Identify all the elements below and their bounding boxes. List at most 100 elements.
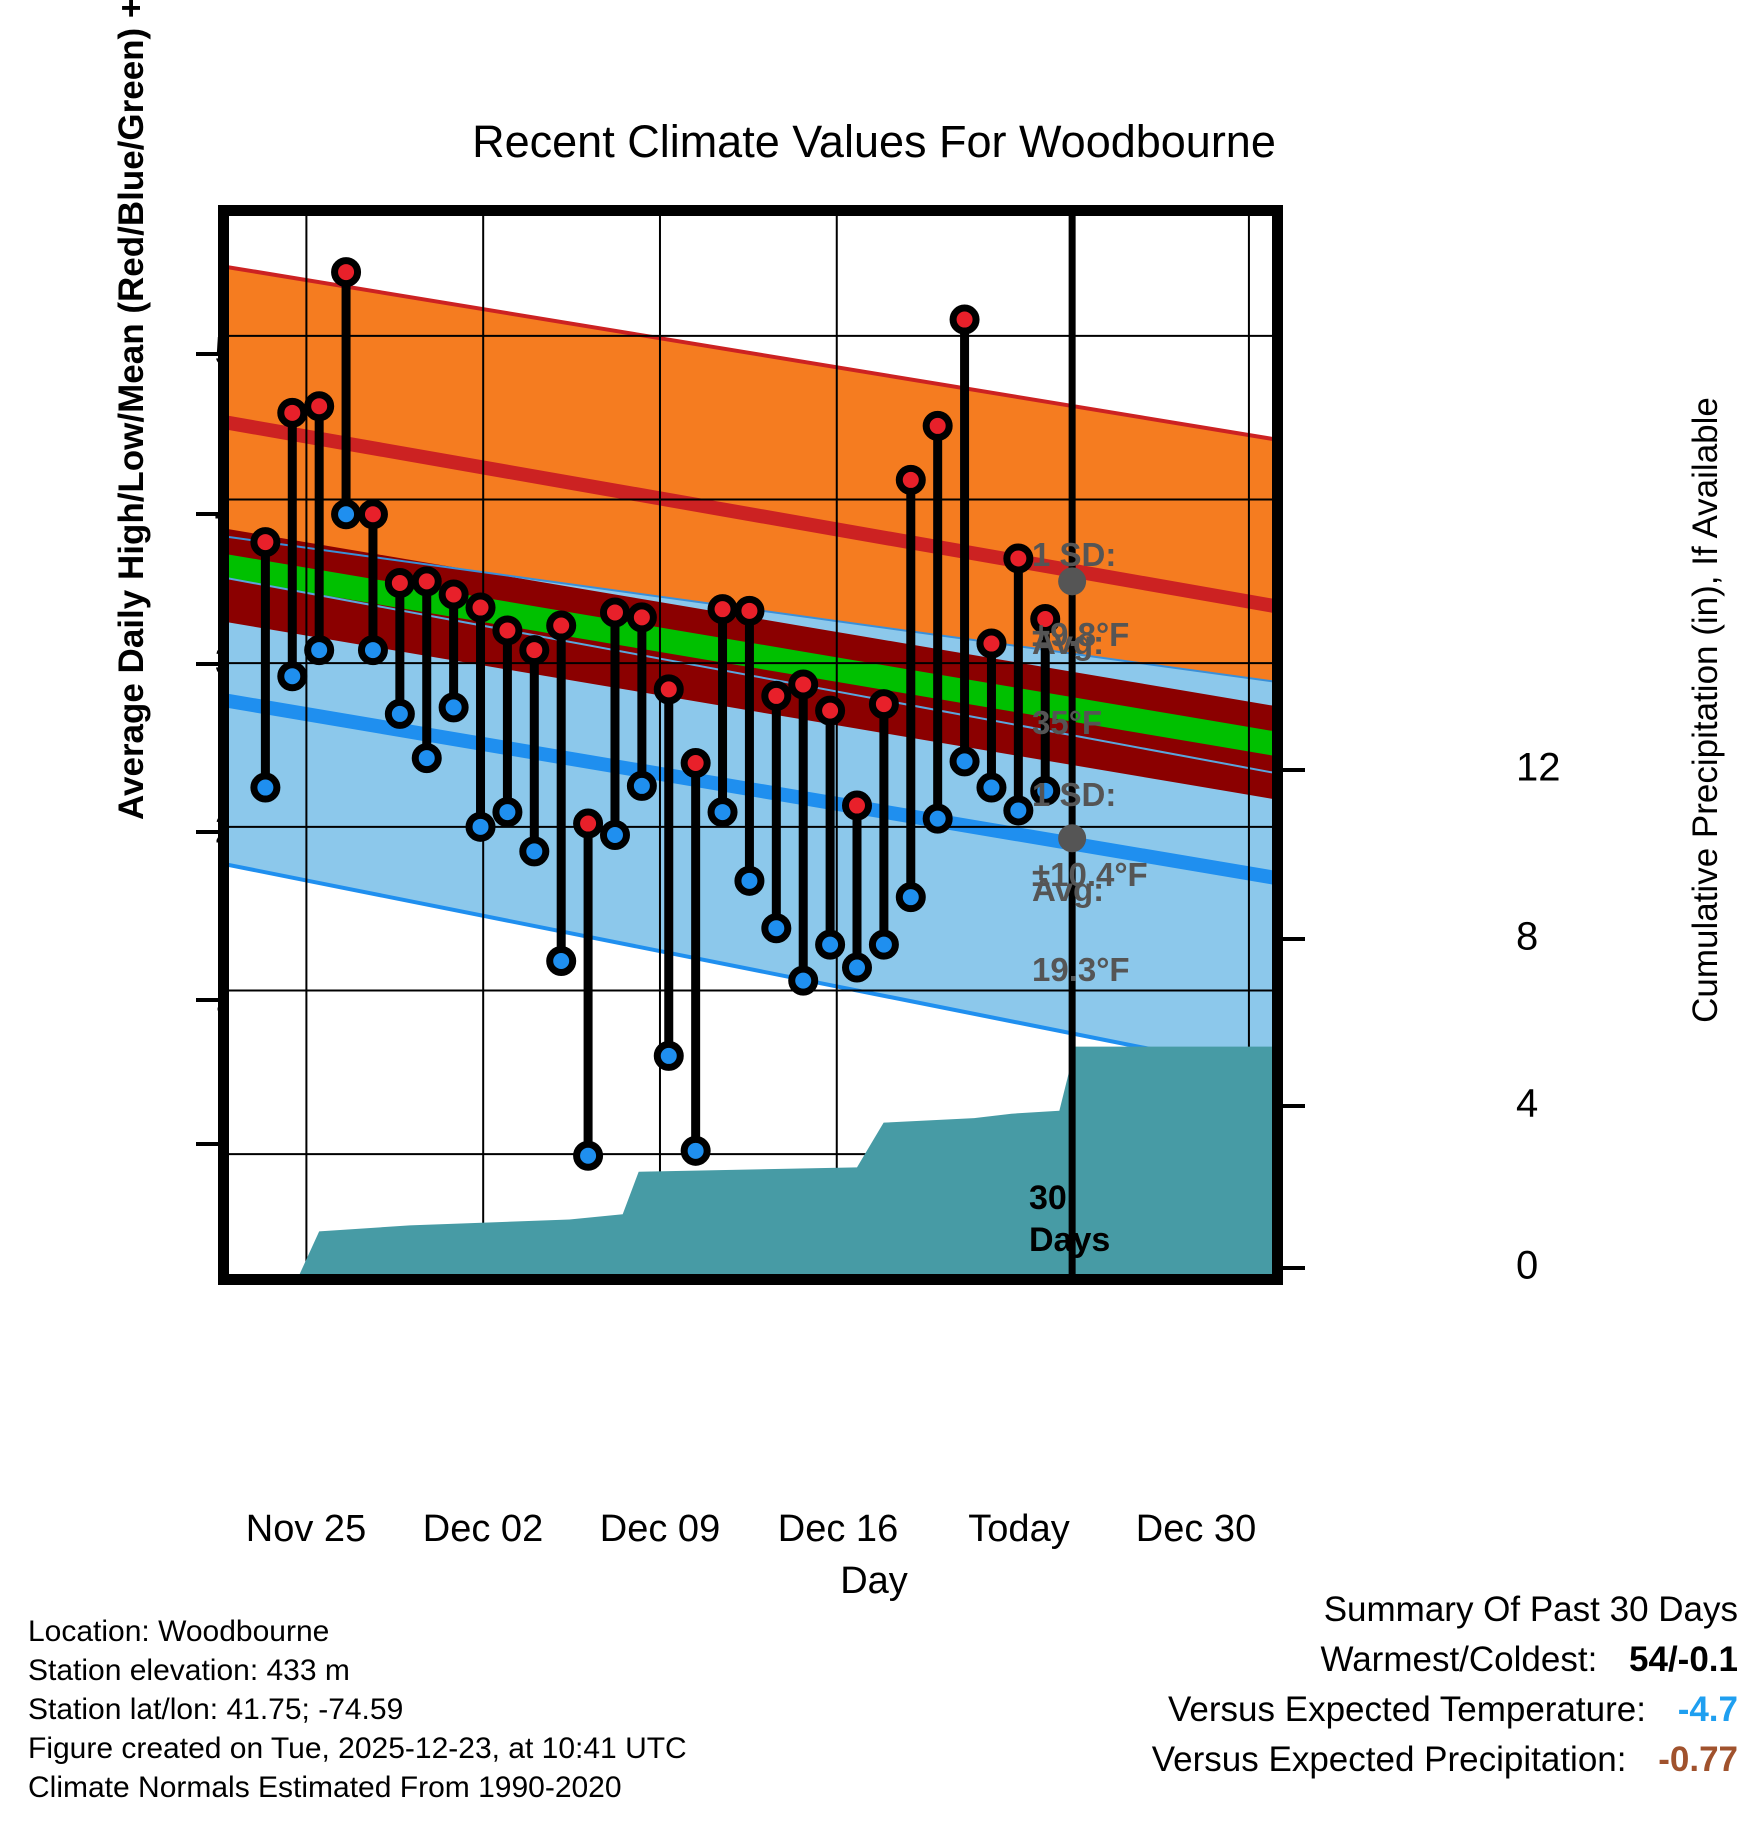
daily-low-marker bbox=[653, 1040, 684, 1071]
sd-high-label: 1 SD: bbox=[1032, 536, 1117, 573]
daily-high-marker bbox=[519, 635, 550, 666]
precip-window-label: 30 Days bbox=[1029, 1179, 1111, 1259]
x-tick-dec02: Dec 02 bbox=[422, 1508, 544, 1550]
daily-high-marker bbox=[788, 669, 819, 700]
tickmark bbox=[196, 512, 218, 516]
daily-high-marker bbox=[895, 464, 926, 495]
daily-high-marker bbox=[411, 566, 442, 597]
figure-created: Figure created on Tue, 2025-12-23, at 10… bbox=[28, 1732, 687, 1765]
y-tick-right-4: 4 bbox=[1516, 1081, 1539, 1126]
daily-low-marker bbox=[842, 952, 872, 983]
daily-high-marker bbox=[573, 808, 604, 839]
sd-low-value: ±10.4°F bbox=[1032, 856, 1148, 893]
daily-high-marker bbox=[438, 579, 469, 610]
daily-low-marker bbox=[384, 698, 415, 729]
daily-low-marker bbox=[868, 929, 899, 960]
avg-high-value: 35°F bbox=[1032, 704, 1103, 741]
y-tick-right-12: 12 bbox=[1516, 745, 1561, 790]
daily-low-marker bbox=[815, 929, 846, 960]
warmest-coldest-label: Warmest/Coldest: bbox=[1320, 1640, 1598, 1679]
daily-low-marker bbox=[250, 772, 281, 803]
tickmark bbox=[196, 352, 218, 356]
daily-high-marker bbox=[250, 527, 281, 558]
sd-low-annotation: 1 SD: ±10.4°F bbox=[1032, 735, 1148, 895]
daily-high-marker bbox=[331, 257, 362, 288]
daily-low-marker bbox=[357, 635, 388, 666]
daily-low-marker bbox=[626, 770, 657, 801]
daily-high-marker bbox=[842, 790, 872, 821]
daily-high-marker bbox=[465, 592, 496, 623]
sd-high-value: ±9.8°F bbox=[1032, 616, 1130, 653]
x-tick-nov25: Nov 25 bbox=[245, 1508, 367, 1550]
summary-heading: Summary Of Past 30 Days bbox=[1323, 1590, 1738, 1629]
daily-high-marker bbox=[277, 397, 308, 428]
daily-low-marker bbox=[734, 865, 765, 896]
daily-low-marker bbox=[277, 661, 308, 692]
daily-high-marker bbox=[304, 391, 335, 422]
daily-range-stems bbox=[260, 272, 1050, 1156]
daily-low-marker bbox=[599, 820, 630, 850]
daily-temperature-markers bbox=[250, 257, 1061, 1171]
avg-low-value: 19.3°F bbox=[1032, 951, 1130, 988]
x-tick-dec09: Dec 09 bbox=[599, 1508, 721, 1550]
summary-panel: Summary Of Past 30 Days Warmest/Coldest:… bbox=[1152, 1585, 1738, 1785]
daily-low-marker bbox=[331, 499, 362, 530]
station-elevation: Station elevation: 433 m bbox=[28, 1654, 350, 1687]
tickmark bbox=[196, 1142, 218, 1146]
daily-low-marker bbox=[922, 803, 953, 834]
daily-low-marker bbox=[465, 811, 496, 842]
daily-high-marker bbox=[707, 594, 738, 625]
tickmark bbox=[196, 830, 218, 834]
sd-low-label: 1 SD: bbox=[1032, 776, 1117, 813]
avg-high-annotation: Avg: 35°F bbox=[1032, 583, 1104, 743]
sd-high-annotation: 1 SD: ±9.8°F bbox=[1032, 495, 1129, 655]
y-axis-label-right: Cumulative Precipitation (in), If Availa… bbox=[1686, 397, 1725, 1023]
plot-svg bbox=[218, 205, 1283, 1285]
daily-high-marker bbox=[626, 602, 657, 633]
summary-vs-temperature: Versus Expected Temperature: -4.7 bbox=[1152, 1685, 1738, 1735]
tickmark bbox=[1283, 1266, 1305, 1270]
daily-high-marker bbox=[922, 410, 953, 441]
vs-temperature-label: Versus Expected Temperature: bbox=[1168, 1690, 1646, 1729]
daily-low-marker bbox=[492, 797, 523, 828]
daily-low-marker bbox=[895, 882, 926, 913]
x-tick-dec16: Dec 16 bbox=[777, 1508, 899, 1550]
today-avg-low-marker bbox=[1058, 824, 1087, 853]
daily-low-marker bbox=[949, 746, 980, 777]
x-tick-dec30: Dec 30 bbox=[1135, 1508, 1257, 1550]
daily-high-marker bbox=[599, 597, 630, 628]
daily-low-marker bbox=[304, 635, 335, 666]
daily-low-marker bbox=[1030, 775, 1061, 806]
vertical-gridlines bbox=[305, 205, 1250, 1285]
avg-high-label: Avg: bbox=[1032, 624, 1105, 661]
normal-high-line bbox=[218, 414, 1283, 615]
daily-low-marker bbox=[519, 836, 550, 867]
station-info: Location: Woodbourne Station elevation: … bbox=[28, 1612, 687, 1807]
y-tick-right-8: 8 bbox=[1516, 914, 1539, 959]
climate-plot[interactable]: 1 SD: ±9.8°F Avg: 35°F 1 SD: ±10.4°F Avg… bbox=[218, 205, 1283, 1285]
daily-high-marker bbox=[868, 689, 899, 720]
daily-high-marker bbox=[761, 680, 792, 711]
daily-high-marker bbox=[357, 499, 388, 530]
low-sd-lower-line bbox=[218, 860, 1283, 1078]
daily-low-marker bbox=[788, 965, 819, 996]
daily-high-marker bbox=[680, 748, 711, 778]
vs-temperature-value: -4.7 bbox=[1677, 1690, 1738, 1729]
daily-high-marker bbox=[734, 595, 765, 626]
daily-high-marker bbox=[976, 628, 1007, 659]
daily-low-marker bbox=[761, 913, 792, 944]
summary-warmest-coldest: Warmest/Coldest: 54/-0.1 bbox=[1152, 1635, 1738, 1685]
tickmark bbox=[1283, 1104, 1305, 1108]
daily-high-marker bbox=[815, 695, 846, 726]
daily-low-marker bbox=[573, 1140, 604, 1171]
y-axis-label-left: Average Daily High/Low/Mean (Red/Blue/Gr… bbox=[112, 0, 151, 820]
precipitation-area bbox=[218, 1046, 1283, 1285]
daily-low-marker bbox=[976, 772, 1007, 803]
daily-high-marker bbox=[653, 674, 684, 705]
daily-low-marker bbox=[546, 946, 577, 976]
daily-low-marker bbox=[411, 743, 442, 774]
station-latlon: Station lat/lon: 41.75; -74.59 bbox=[28, 1693, 404, 1726]
x-tick-today: Today bbox=[968, 1508, 1070, 1550]
tickmark bbox=[196, 998, 218, 1002]
daily-high-marker bbox=[546, 610, 577, 641]
